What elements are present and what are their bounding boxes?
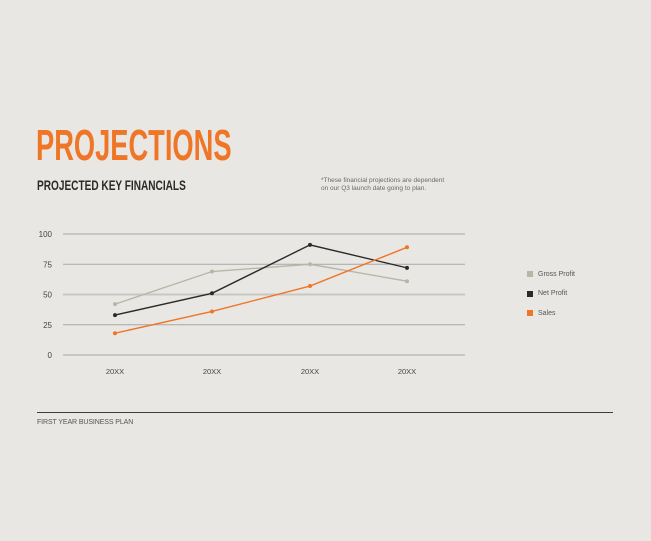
footnote-line-1: *These financial projections are depende… [321, 177, 445, 184]
x-axis-ticks: 20XX 20XX 20XX 20XX [106, 367, 416, 376]
chart-subtitle: PROJECTED KEY FINANCIALS [37, 177, 186, 193]
x-tick-label: 20XX [398, 367, 416, 376]
footer-divider [37, 412, 613, 413]
legend-item-net-profit: Net Profit [527, 289, 575, 299]
legend-swatch-icon [527, 310, 533, 316]
legend-label: Sales [538, 309, 556, 317]
legend-swatch-icon [527, 290, 533, 297]
data-point-gross-profit [308, 262, 312, 267]
grid-lines [63, 233, 465, 356]
data-point-sales [405, 245, 409, 250]
series-points [113, 242, 409, 336]
data-point-net-profit [210, 291, 214, 296]
footnote: *These financial projections are depende… [321, 177, 481, 193]
data-point-gross-profit [210, 269, 214, 274]
page-title: PROJECTIONS [36, 121, 232, 170]
footer-text: FIRST YEAR BUSINESS PLAN [37, 419, 134, 426]
series-lines [114, 244, 408, 334]
y-tick-label: 100 [39, 230, 53, 239]
series-line-gross-profit [114, 263, 408, 305]
data-point-net-profit [113, 313, 117, 318]
legend-swatch-icon [527, 271, 533, 277]
series-line-sales [114, 246, 408, 334]
series-line-net-profit [114, 244, 408, 316]
data-point-sales [308, 284, 312, 289]
y-tick-label: 0 [48, 351, 53, 360]
x-tick-label: 20XX [203, 367, 221, 376]
chart-legend: Gross Profit Net Profit Sales [527, 269, 575, 328]
data-point-sales [113, 331, 117, 336]
footnote-line-2: on our Q3 launch date going to plan. [321, 185, 427, 192]
data-point-gross-profit [405, 279, 409, 284]
data-point-gross-profit [113, 302, 117, 307]
legend-label: Gross Profit [538, 270, 575, 278]
x-tick-label: 20XX [106, 367, 124, 376]
legend-label: Net Profit [538, 290, 568, 297]
data-point-sales [210, 309, 214, 314]
y-tick-label: 75 [43, 260, 52, 269]
y-tick-label: 25 [43, 321, 52, 330]
y-tick-label: 50 [43, 291, 52, 300]
legend-item-sales: Sales [527, 308, 575, 318]
x-tick-label: 20XX [301, 367, 319, 376]
data-point-net-profit [308, 242, 312, 247]
data-point-net-profit [405, 265, 409, 270]
legend-item-gross-profit: Gross Profit [527, 269, 575, 279]
y-axis-ticks: 0 25 50 75 100 [39, 230, 53, 360]
